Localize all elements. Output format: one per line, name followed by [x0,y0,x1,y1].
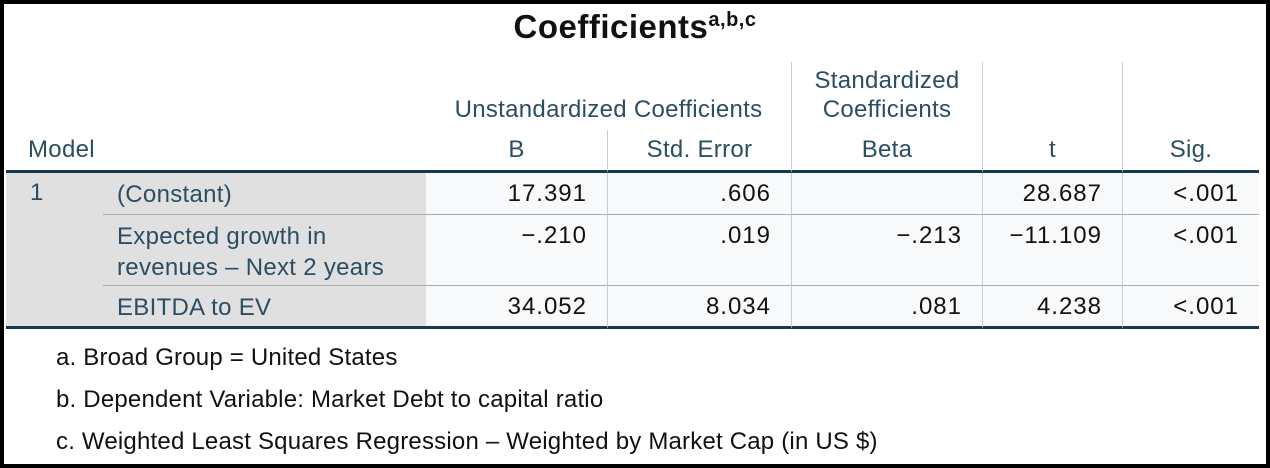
header-b: B [426,130,608,173]
table-title-text: Coefficients [513,8,709,45]
cell-std-error: .606 [608,173,792,215]
row-label: (Constant) [103,173,426,215]
cell-b: 17.391 [426,173,608,215]
footnotes: a. Broad Group = United States b. Depend… [56,340,878,466]
row-label: EBITDA to EV [103,286,426,329]
footnote-b: b. Dependent Variable: Market Debt to ca… [56,386,604,413]
cell-b: −.210 [426,215,608,286]
footnote-c: c. Weighted Least Squares Regression – W… [56,428,878,455]
cell-beta: .081 [792,286,983,329]
cell-std-error: 8.034 [608,286,792,329]
cell-sig: <.001 [1123,173,1259,215]
header-beta: Beta [792,130,983,173]
cell-beta [792,173,983,215]
cell-t: 28.687 [983,173,1123,215]
header-spacer-sig [1123,62,1259,130]
header-spacer-t [983,62,1123,130]
cell-sig: <.001 [1123,286,1259,329]
cell-b: 34.052 [426,286,608,329]
footnote-a: a. Broad Group = United States [56,344,398,371]
header-std-error: Std. Error [608,130,792,173]
header-model: Model [6,130,426,173]
cell-beta: −.213 [792,215,983,286]
header-standardized-coefficients: Standardized Coefficients [792,62,983,130]
table-title: Coefficientsa,b,c [0,8,1270,46]
header-sig: Sig. [1123,130,1259,173]
cell-sig: <.001 [1123,215,1259,286]
cell-t: −11.109 [983,215,1123,286]
model-number-cell: 1 [6,173,103,329]
cell-std-error: .019 [608,215,792,286]
row-label: Expected growth in revenues – Next 2 yea… [103,215,426,286]
header-unstandardized-coefficients: Unstandardized Coefficients [426,62,792,130]
cell-t: 4.238 [983,286,1123,329]
header-t: t [983,130,1123,173]
coefficients-table: Unstandardized Coefficients Standardized… [6,62,1259,329]
title-superscript: a,b,c [708,9,757,31]
header-spacer-left [6,62,426,130]
